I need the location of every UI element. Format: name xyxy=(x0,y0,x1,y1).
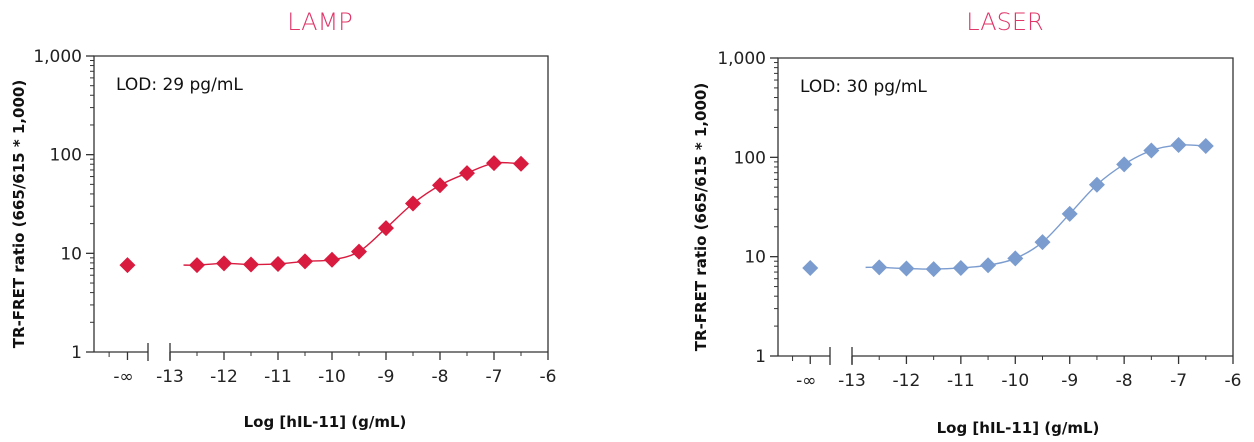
data-point xyxy=(1007,250,1024,267)
x-tick-label: -11 xyxy=(264,367,292,387)
x-tick-label-neg-infinity: -∞ xyxy=(113,367,133,387)
data-point xyxy=(459,165,475,182)
x-axis-title: Log [hIL-11] (g/mL) xyxy=(937,419,1100,437)
data-point xyxy=(952,259,969,276)
y-tick-label: 1 xyxy=(755,347,766,367)
y-axis-title: TR-FRET ratio (665/615 * 1,000) xyxy=(10,80,28,348)
lod-annotation: LOD: 29 pg/mL xyxy=(116,75,243,95)
y-tick-label: 1,000 xyxy=(33,47,82,67)
chart-title: LASER xyxy=(966,8,1043,36)
y-tick-label: 1,000 xyxy=(717,49,766,69)
data-point xyxy=(1143,142,1160,159)
data-point xyxy=(925,261,942,278)
data-point xyxy=(980,257,997,274)
x-tick-label: -6 xyxy=(540,367,557,387)
data-point xyxy=(243,256,259,273)
plot-frame xyxy=(777,57,1234,356)
chart-panel-lamp: LAMP 1 10 100 1,000 -13 -12 -11 -10 -9 -8 -7 -6 -∞ Log… xyxy=(10,8,556,431)
data-point xyxy=(871,259,888,276)
data-point xyxy=(189,257,205,274)
x-tick-label: -13 xyxy=(838,371,866,391)
data-point xyxy=(324,251,340,268)
y-tick-label: 100 xyxy=(734,148,766,168)
x-tick-label: -7 xyxy=(486,367,503,387)
x-tick-label: -11 xyxy=(947,371,975,391)
data-point-zero xyxy=(802,259,819,276)
data-point xyxy=(378,220,394,237)
x-tick-label: -9 xyxy=(378,367,395,387)
x-tick-label: -12 xyxy=(210,367,238,387)
data-point xyxy=(1197,138,1214,155)
y-tick-label: 10 xyxy=(744,248,766,268)
x-tick-label: -10 xyxy=(318,367,346,387)
data-point xyxy=(1170,137,1187,154)
fit-curve xyxy=(183,161,522,266)
y-tick-label: 10 xyxy=(60,244,82,264)
data-point xyxy=(1034,234,1051,251)
chart-title: LAMP xyxy=(287,8,353,36)
plot-frame xyxy=(93,55,549,352)
data-point xyxy=(486,155,502,172)
data-point xyxy=(513,155,529,172)
x-axis-title: Log [hIL-11] (g/mL) xyxy=(244,413,407,431)
x-tick-label: -12 xyxy=(893,371,921,391)
lod-annotation: LOD: 30 pg/mL xyxy=(800,77,927,97)
data-point xyxy=(1116,156,1133,173)
data-point xyxy=(1088,176,1105,193)
x-tick-label: -13 xyxy=(156,367,184,387)
data-point xyxy=(270,255,286,272)
data-point-zero xyxy=(119,257,136,274)
y-tick-label: 100 xyxy=(50,146,82,166)
y-axis-title: TR-FRET ratio (665/615 * 1,000) xyxy=(692,83,710,351)
x-tick-label: -6 xyxy=(1225,371,1242,391)
data-point xyxy=(405,195,421,212)
data-point xyxy=(351,243,367,260)
data-point xyxy=(1061,205,1078,222)
chart-panel-laser: LASER 1 10 100 1,000 -13 -12 -11 -10 -9 -8 -7 -6 -∞ Lo… xyxy=(692,8,1241,437)
x-tick-label-neg-infinity: -∞ xyxy=(796,371,816,391)
data-point xyxy=(898,260,915,277)
x-tick-label: -8 xyxy=(432,367,449,387)
x-tick-label: -9 xyxy=(1061,371,1078,391)
data-point xyxy=(216,255,232,272)
data-point xyxy=(432,177,448,194)
data-point xyxy=(297,253,313,270)
x-tick-label: -7 xyxy=(1170,371,1187,391)
x-tick-label: -8 xyxy=(1116,371,1133,391)
x-tick-label: -10 xyxy=(1001,371,1029,391)
y-tick-label: 1 xyxy=(71,343,82,363)
fit-curve xyxy=(865,144,1206,270)
